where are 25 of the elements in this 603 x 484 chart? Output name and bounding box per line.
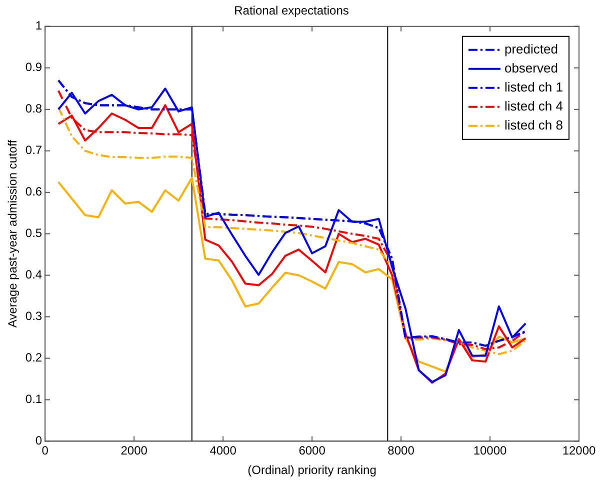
y-axis-title: Average past-year admission cutoff	[6, 139, 20, 328]
y-tick-label: 0.3	[25, 309, 42, 324]
x-tick-label: 4000	[210, 444, 237, 458]
y-tick-label: 1	[35, 18, 42, 33]
legend-label: listed ch 1	[504, 79, 564, 94]
legend-label: predicted	[504, 41, 558, 56]
legend-label: listed ch 8	[504, 117, 564, 132]
y-tick-label: 0	[35, 434, 42, 448]
legend-label: observed	[504, 60, 558, 76]
x-tick-label: 8000	[388, 444, 415, 458]
x-tick-label: 12000	[562, 444, 596, 458]
y-tick-label: 0.2	[25, 350, 42, 365]
y-tick-label: 0.9	[25, 60, 42, 74]
y-tick-label: 0.8	[25, 102, 42, 116]
y-tick-label: 0.1	[25, 392, 42, 406]
x-tick-label: 6000	[298, 444, 326, 458]
x-tick-label: 2000	[120, 444, 148, 458]
chart-title: Rational expectations	[234, 4, 349, 18]
y-tick-label: 0.4	[25, 268, 42, 282]
y-tick-label: 0.5	[25, 226, 42, 240]
x-axis-title: (Ordinal) priority ranking	[248, 463, 376, 478]
y-tick-label: 0.7	[25, 143, 42, 158]
x-tick-label: 10000	[473, 444, 508, 458]
legend-label: listed ch 4	[504, 98, 564, 114]
y-tick-label: 0.6	[25, 184, 42, 199]
